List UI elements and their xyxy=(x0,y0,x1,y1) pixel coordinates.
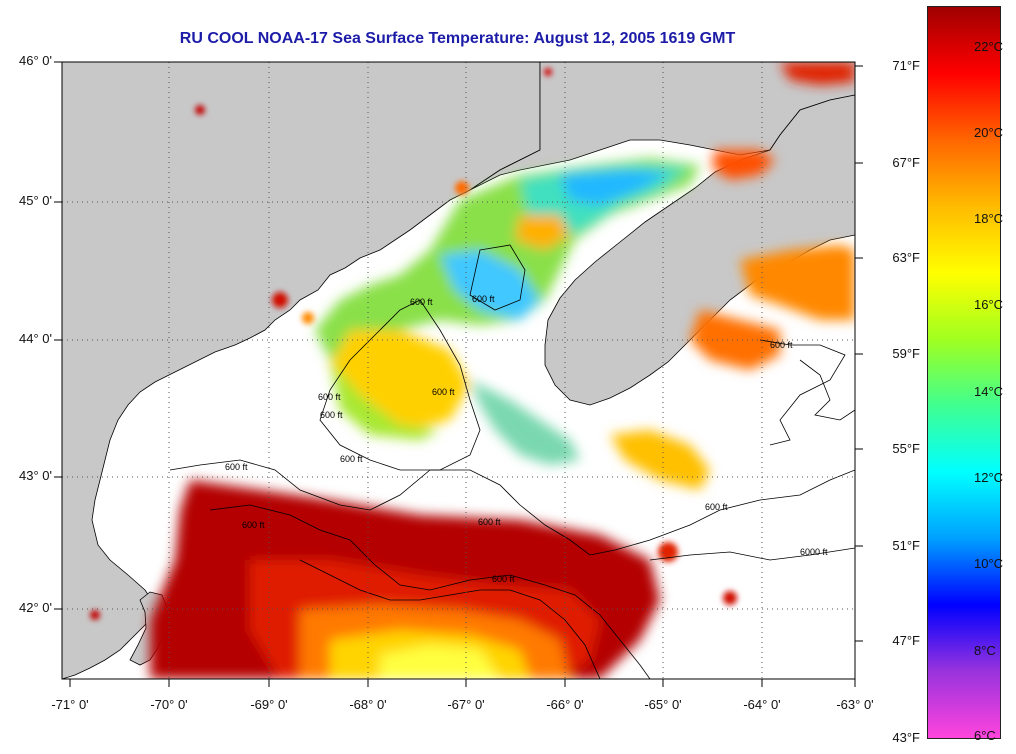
fahrenheit-label: 63°F xyxy=(892,250,920,265)
contour-label: 600 ft xyxy=(320,410,343,420)
axis-ticks xyxy=(54,61,863,687)
longitude-label: -67° 0' xyxy=(447,697,485,712)
contour-label: 600 ft xyxy=(410,297,433,307)
celsius-label: 18°C xyxy=(974,211,1004,226)
land-new-england xyxy=(62,62,541,679)
latitude-label: 45° 0' xyxy=(19,193,52,208)
sst-cool-region xyxy=(315,62,855,490)
contour-label: 600 ft xyxy=(770,340,793,350)
contour-label: 600 ft xyxy=(225,462,248,472)
contour-label: 600 ft xyxy=(318,392,341,402)
latitude-label: 44° 0' xyxy=(19,331,52,346)
sst-warm-region xyxy=(150,480,660,679)
sst-speckle-patches xyxy=(90,68,737,620)
contour-labels: 600 ft 600 ft 600 ft 600 ft 600 ft 600 f… xyxy=(225,294,828,584)
grid-lines xyxy=(62,62,855,679)
celsius-label: 16°C xyxy=(974,297,1004,312)
longitude-label: -69° 0' xyxy=(250,697,288,712)
map-title: RU COOL NOAA-17 Sea Surface Temperature:… xyxy=(179,30,736,47)
longitude-label: -71° 0' xyxy=(51,697,89,712)
celsius-label: 14°C xyxy=(974,384,1004,399)
celsius-label: 12°C xyxy=(974,470,1004,485)
longitude-label: -68° 0' xyxy=(349,697,387,712)
fahrenheit-label: 67°F xyxy=(892,155,920,170)
longitude-label: -65° 0' xyxy=(644,697,682,712)
fahrenheit-label: 59°F xyxy=(892,346,920,361)
celsius-label: 8°C xyxy=(974,643,996,658)
contour-label: 600 ft xyxy=(432,387,455,397)
fahrenheit-label: 55°F xyxy=(892,441,920,456)
fahrenheit-label: 43°F xyxy=(892,730,920,745)
longitude-label: -63° 0' xyxy=(836,697,874,712)
temperature-colorbar xyxy=(927,6,1001,739)
fahrenheit-label: 71°F xyxy=(892,58,920,73)
contour-label: 600 ft xyxy=(242,520,265,530)
celsius-label: 20°C xyxy=(974,125,1004,140)
contour-label: 600 ft xyxy=(340,454,363,464)
contour-label: 600 ft xyxy=(472,294,495,304)
celsius-label: 10°C xyxy=(974,556,1004,571)
longitude-label: -64° 0' xyxy=(743,697,781,712)
latitude-label: 42° 0' xyxy=(19,600,52,615)
contour-label: 6000 ft xyxy=(800,547,828,557)
fahrenheit-label: 51°F xyxy=(892,538,920,553)
longitude-label: -66° 0' xyxy=(546,697,584,712)
latitude-label: 43° 0' xyxy=(19,468,52,483)
contour-label: 600 ft xyxy=(478,517,501,527)
latitude-label: 46° 0' xyxy=(19,53,52,68)
celsius-label: 6°C xyxy=(974,728,996,743)
longitude-label: -70° 0' xyxy=(150,697,188,712)
contour-label: 600 ft xyxy=(492,574,515,584)
map-frame xyxy=(61,61,856,680)
fahrenheit-label: 47°F xyxy=(892,633,920,648)
depth-contours xyxy=(169,244,855,679)
celsius-label: 22°C xyxy=(974,39,1004,54)
contour-label: 600 ft xyxy=(705,502,728,512)
